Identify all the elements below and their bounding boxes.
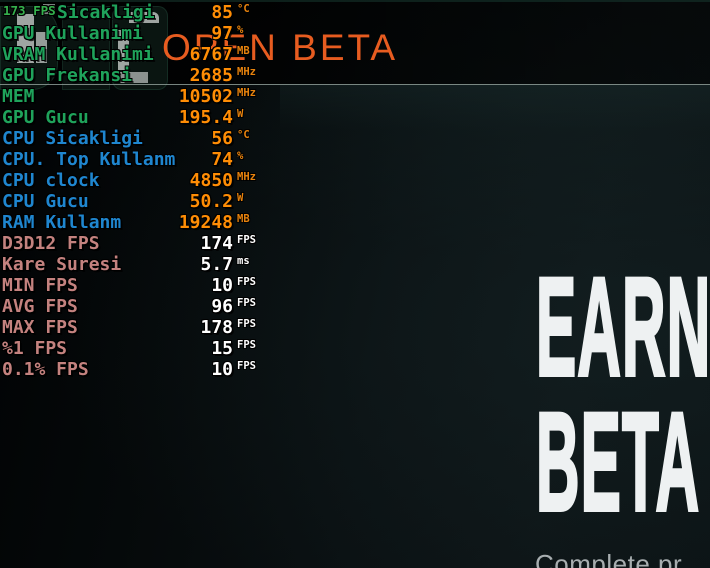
logo-highlight (36, 32, 47, 63)
header-glow (280, 85, 710, 131)
osd-value: 50.2 (189, 191, 233, 212)
osd-label: VRAM Kullanimi (2, 44, 154, 65)
osd-unit: FPS (237, 276, 256, 288)
osd-value: 15 (211, 338, 233, 359)
osd-row-frametime: Kare Suresi 5.7 ms (0, 254, 262, 275)
osd-value: 10 (211, 275, 233, 296)
top-edge-strip (0, 0, 710, 2)
osd-row-gpu-clock: GPU Frekansi 2685 MHz (0, 65, 262, 86)
osd-value: 85 (211, 2, 233, 23)
osd-unit: MHz (237, 66, 256, 78)
osd-value: 10 (211, 359, 233, 380)
osd-label: Sicakligi (57, 2, 155, 23)
osd-row-cpu-temp: CPU Sicakligi 56 °C (0, 128, 262, 149)
osd-label: RAM Kullanm (2, 212, 122, 233)
osd-label: CPU. Top Kullanm (2, 149, 176, 170)
osd-unit: % (237, 150, 244, 162)
osd-unit: FPS (237, 318, 256, 330)
osd-label: Kare Suresi (2, 254, 122, 275)
osd-label: GPU Gucu (2, 107, 89, 128)
osd-unit: FPS (237, 297, 256, 309)
header-divider-line (0, 84, 710, 85)
performance-overlay: 173 FPS Sicakligi 85 °C GPU Kullanimi 97… (0, 0, 280, 390)
osd-label: CPU Gucu (2, 191, 89, 212)
osd-row-gpu-usage: GPU Kullanimi 97 % (0, 23, 262, 44)
logo-highlight (120, 72, 148, 83)
osd-row-gpu-power: GPU Gucu 195.4 W (0, 107, 262, 128)
osd-row-gpu-temp: Sicakligi 85 °C (0, 2, 262, 23)
promo-heading-line2: BETA (535, 383, 701, 540)
osd-row-d3d12-fps: D3D12 FPS 174 FPS (0, 233, 262, 254)
osd-unit: FPS (237, 339, 256, 351)
promo-subtext: Complete pr (535, 549, 683, 568)
osd-value: 178 (200, 317, 233, 338)
osd-value: 74 (211, 149, 233, 170)
osd-row-cpu-clock: CPU clock 4850 MHz (0, 170, 262, 191)
osd-label: GPU Frekansi (2, 65, 133, 86)
logo-highlight (118, 30, 129, 70)
osd-unit: W (237, 108, 244, 120)
osd-label: D3D12 FPS (2, 233, 100, 254)
promo-heading-line1: EARN (535, 248, 710, 405)
osd-unit: W (237, 192, 244, 204)
osd-row-ram-usage: RAM Kullanm 19248 MB (0, 212, 262, 233)
osd-row-vram-usage: VRAM Kullanimi 6767 MB (0, 44, 262, 65)
osd-row-cpu-usage: CPU. Top Kullanm 74 % (0, 149, 262, 170)
osd-label: CPU clock (2, 170, 100, 191)
osd-row-mem-clock: MEM 10502 MHz (0, 86, 262, 107)
osd-unit: FPS (237, 234, 256, 246)
osd-row-01pct-fps: 0.1% FPS 10 FPS (0, 359, 262, 380)
osd-value: 4850 (189, 170, 233, 191)
osd-label: %1 FPS (2, 338, 68, 359)
logo-highlight (129, 12, 159, 23)
osd-unit: °C (237, 3, 250, 15)
osd-unit: °C (237, 129, 250, 141)
osd-unit: MHz (237, 171, 256, 183)
osd-value: 97 (211, 23, 233, 44)
osd-label: CPU Sicakligi (2, 128, 143, 149)
logo-highlight (43, 4, 55, 14)
osd-row-cpu-power: CPU Gucu 50.2 W (0, 191, 262, 212)
osd-value: 6767 (189, 44, 233, 65)
osd-label: GPU Kullanimi (2, 23, 143, 44)
osd-row-max-fps: MAX FPS 178 FPS (0, 317, 262, 338)
osd-value: 5.7 (200, 254, 233, 275)
osd-label: MIN FPS (2, 275, 78, 296)
osd-row-avg-fps: AVG FPS 96 FPS (0, 296, 262, 317)
open-beta-label: OPEN BETA (162, 27, 399, 68)
logo-highlight (17, 14, 34, 63)
osd-row-1pct-fps: %1 FPS 15 FPS (0, 338, 262, 359)
osd-unit: MHz (237, 87, 256, 99)
osd-label: AVG FPS (2, 296, 78, 317)
osd-label: MAX FPS (2, 317, 78, 338)
osd-unit: ms (237, 255, 250, 267)
osd-unit: MB (237, 213, 250, 225)
osd-value: 174 (200, 233, 233, 254)
osd-value: 19248 (178, 212, 233, 233)
osd-value: 96 (211, 296, 233, 317)
osd-value: 56 (211, 128, 233, 149)
osd-value: 195.4 (178, 107, 233, 128)
framerate-counter: 173 FPS (3, 3, 56, 18)
osd-label: MEM (2, 86, 35, 107)
osd-unit: MB (237, 45, 250, 57)
osd-row-min-fps: MIN FPS 10 FPS (0, 275, 262, 296)
osd-value: 2685 (189, 65, 233, 86)
game-logo-watermark (0, 4, 170, 90)
osd-label: 0.1% FPS (2, 359, 89, 380)
osd-unit: % (237, 24, 244, 36)
osd-unit: FPS (237, 360, 256, 372)
logo-glyph-block (62, 6, 110, 90)
osd-value: 10502 (178, 86, 233, 107)
